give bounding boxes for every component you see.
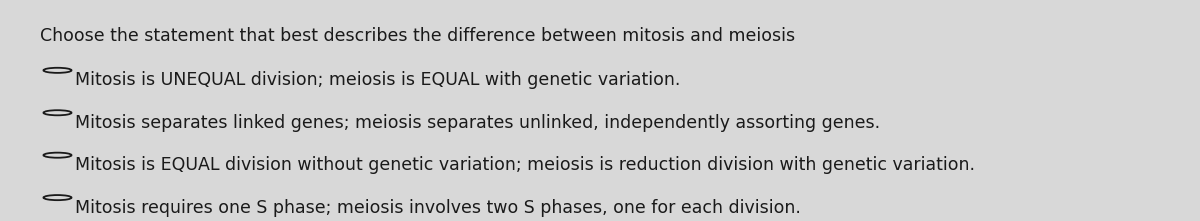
Text: Mitosis is EQUAL division without genetic variation; meiosis is reduction divisi: Mitosis is EQUAL division without geneti… [76, 156, 976, 174]
Text: Mitosis requires one S phase; meiosis involves two S phases, one for each divisi: Mitosis requires one S phase; meiosis in… [76, 199, 800, 217]
Text: Mitosis separates linked genes; meiosis separates unlinked, independently assort: Mitosis separates linked genes; meiosis … [76, 114, 880, 132]
Text: Choose the statement that best describes the difference between mitosis and meio: Choose the statement that best describes… [40, 27, 796, 45]
Text: Mitosis is UNEQUAL division; meiosis is EQUAL with genetic variation.: Mitosis is UNEQUAL division; meiosis is … [76, 71, 680, 89]
